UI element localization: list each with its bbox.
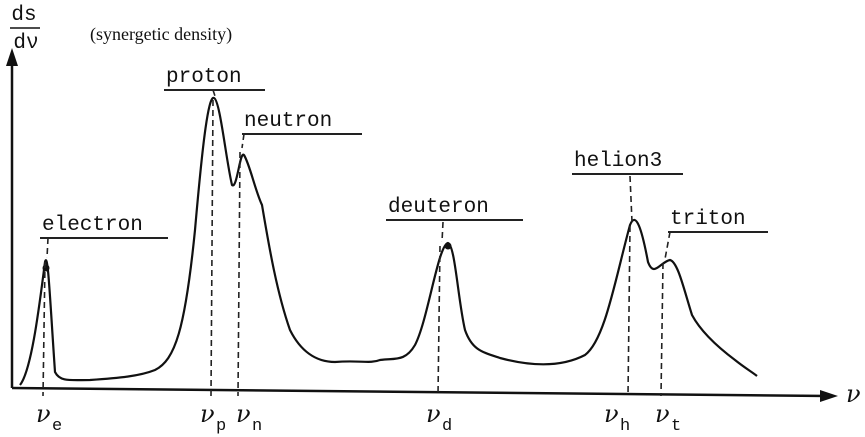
peak-guide xyxy=(660,262,664,397)
peak-label: proton xyxy=(166,66,242,89)
peak-guide xyxy=(437,245,441,397)
x-axis xyxy=(11,386,829,398)
label-connector xyxy=(212,89,216,97)
y-label-denominator: dν xyxy=(13,32,38,55)
peak-label: neutron xyxy=(244,110,332,133)
axis-subscript: p xyxy=(216,417,226,436)
y-label-numerator: ds xyxy=(11,4,36,27)
peak-label: triton xyxy=(670,208,746,231)
axis-subscript: n xyxy=(252,417,262,436)
peak-guide xyxy=(237,151,241,397)
label-connector xyxy=(664,231,671,260)
axis-symbol: ν xyxy=(36,400,51,428)
x-arrow xyxy=(820,390,838,402)
y-caption: (synergetic density) xyxy=(90,24,232,45)
density-curve xyxy=(19,96,758,386)
x-label: ν xyxy=(846,380,861,408)
axis-symbol: ν xyxy=(200,400,215,428)
peak-label: electron xyxy=(42,214,143,237)
axis-subscript: d xyxy=(442,417,452,436)
axis-symbol: ν xyxy=(426,400,441,428)
label-connector xyxy=(629,175,633,223)
peak-guide xyxy=(210,99,214,397)
label-connector xyxy=(441,221,444,243)
axis-symbol: ν xyxy=(604,400,619,428)
axis-subscript: e xyxy=(52,417,62,436)
axis-subscript: t xyxy=(671,417,681,436)
axis-symbol: ν xyxy=(655,400,670,428)
peak-guide xyxy=(42,261,46,397)
peak-label: deuteron xyxy=(388,196,489,219)
label-connector xyxy=(241,133,245,149)
label-connector xyxy=(46,237,49,259)
peak-dot xyxy=(444,242,452,250)
axis-symbol: ν xyxy=(236,400,251,428)
peak-dot xyxy=(42,264,50,272)
peak-guide xyxy=(627,225,631,397)
axis-subscript: h xyxy=(620,417,630,436)
peak-label: helion3 xyxy=(574,150,662,173)
y-arrow xyxy=(6,48,18,66)
